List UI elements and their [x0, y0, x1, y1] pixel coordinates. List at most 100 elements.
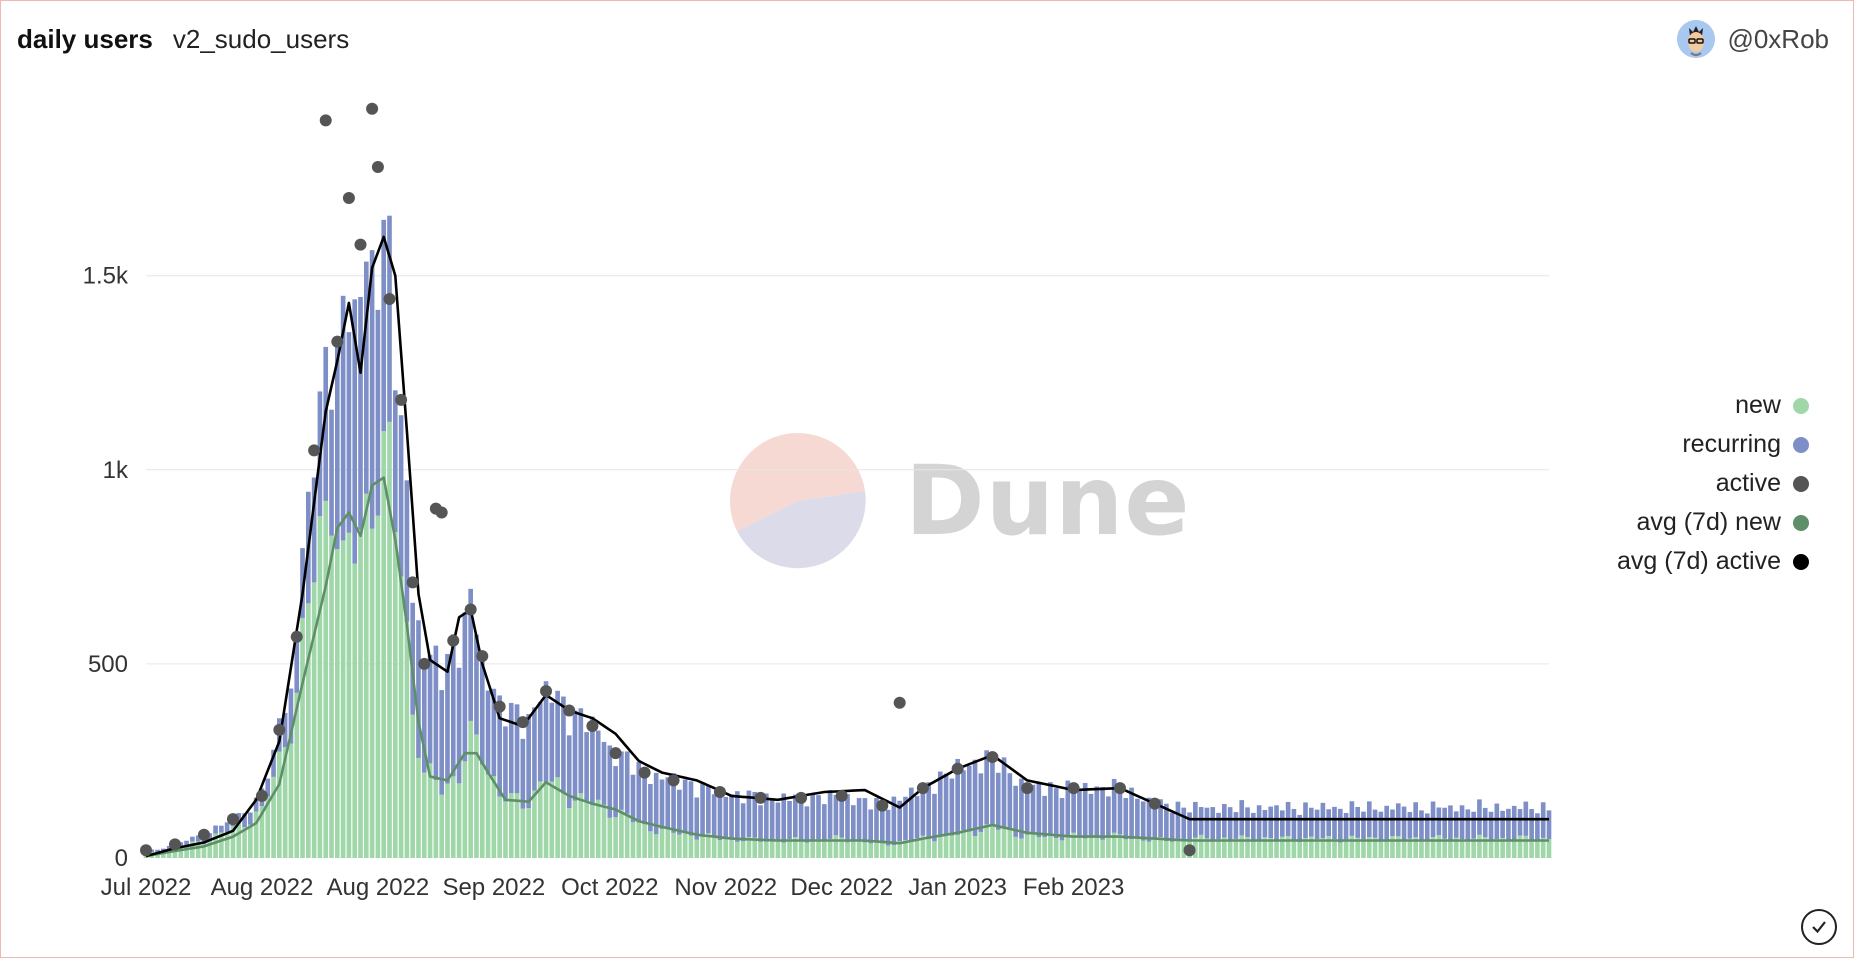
- bar-new: [1262, 837, 1268, 858]
- bar-recurring: [926, 782, 931, 840]
- bar-new: [1117, 834, 1123, 858]
- bar-recurring: [682, 779, 688, 833]
- bar-recurring: [1100, 786, 1105, 840]
- legend-item-avg-active[interactable]: avg (7d) active: [1617, 542, 1809, 581]
- bar-new: [230, 826, 236, 858]
- bar-new: [161, 851, 166, 858]
- bar-recurring: [885, 809, 891, 846]
- legend-swatch-avg-active: [1793, 553, 1809, 570]
- bar-recurring: [439, 690, 444, 795]
- check-icon[interactable]: [1801, 909, 1837, 945]
- legend-item-new[interactable]: new: [1735, 386, 1809, 425]
- bar-recurring: [508, 702, 514, 794]
- bar-recurring: [416, 620, 421, 758]
- bar-recurring: [1465, 809, 1471, 842]
- bar-new: [671, 832, 676, 858]
- bar-recurring: [1477, 799, 1482, 835]
- bar-recurring: [1181, 807, 1187, 839]
- bar-new: [468, 720, 473, 858]
- dot-active: [395, 393, 408, 406]
- bar-recurring: [474, 634, 479, 735]
- legend-item-avg-new[interactable]: avg (7d) new: [1636, 503, 1809, 542]
- bar-recurring: [1256, 805, 1262, 841]
- bar-recurring: [334, 345, 340, 550]
- bar-new: [1245, 836, 1250, 858]
- bar-new: [1337, 842, 1343, 858]
- dot-active: [835, 789, 848, 802]
- bar-recurring: [659, 779, 665, 829]
- bar-new: [862, 842, 868, 858]
- bar-recurring: [850, 805, 856, 842]
- legend-label-active: active: [1715, 469, 1781, 497]
- bar-new: [595, 799, 601, 858]
- bar-new: [1471, 838, 1476, 858]
- bar-recurring: [195, 835, 201, 842]
- bar-new: [1158, 837, 1163, 858]
- bar-recurring: [1106, 796, 1111, 838]
- bar-recurring: [271, 749, 276, 777]
- bar-new: [543, 783, 549, 858]
- bar-new: [410, 714, 416, 858]
- bar-recurring: [972, 759, 978, 837]
- bar-recurring: [758, 805, 763, 842]
- author-link[interactable]: @0xRob: [1677, 19, 1829, 59]
- bar-new: [485, 774, 491, 858]
- bar-new: [729, 838, 734, 858]
- bar-recurring: [532, 707, 537, 791]
- bar-recurring: [897, 800, 902, 842]
- bar-new: [236, 822, 242, 858]
- bar-new: [937, 836, 943, 858]
- bar-new: [300, 617, 305, 858]
- bar-recurring: [479, 657, 485, 765]
- bar-new: [816, 839, 821, 858]
- bar-new: [1436, 835, 1442, 858]
- x-tick-label: Sep 2022: [442, 874, 545, 901]
- bar-new: [1500, 837, 1505, 858]
- bar-recurring: [537, 702, 543, 782]
- bar-new: [184, 845, 189, 858]
- bar-new: [914, 838, 920, 858]
- bar-recurring: [1384, 805, 1389, 841]
- bar-new: [404, 621, 410, 858]
- bar-recurring: [1001, 757, 1007, 829]
- bar-new: [1164, 841, 1169, 858]
- bar-new: [578, 793, 584, 858]
- bar-recurring: [1251, 812, 1256, 842]
- bar-recurring: [932, 793, 937, 842]
- legend-item-active[interactable]: active: [1716, 464, 1809, 503]
- bar-new: [450, 776, 456, 858]
- bar-new: [636, 822, 642, 858]
- bar-recurring: [1401, 806, 1407, 840]
- bar-new: [1169, 841, 1175, 858]
- bar-new: [677, 834, 682, 858]
- bar-new: [1314, 839, 1320, 858]
- bar-new: [706, 833, 711, 858]
- bar-new: [1030, 833, 1036, 858]
- bar-recurring: [1077, 790, 1082, 837]
- bar-recurring: [375, 309, 381, 516]
- bar-recurring: [1500, 810, 1505, 838]
- dot-active: [540, 685, 553, 698]
- bar-recurring: [613, 766, 618, 818]
- bar-new: [1077, 836, 1082, 858]
- bar-recurring: [961, 770, 966, 831]
- bar-new: [288, 743, 294, 858]
- bar-new: [810, 839, 816, 858]
- legend-item-recurring[interactable]: recurring: [1682, 425, 1809, 464]
- bar-recurring: [746, 790, 752, 838]
- bar-new: [1332, 839, 1337, 858]
- bar-new: [943, 833, 949, 858]
- x-tick-label: Aug 2022: [211, 874, 314, 901]
- bar-recurring: [764, 793, 769, 842]
- bar-recurring: [1291, 808, 1297, 841]
- dot-active: [1021, 782, 1034, 795]
- bar-new: [1140, 840, 1146, 858]
- bar-new: [1216, 839, 1221, 858]
- bar-new: [590, 805, 595, 858]
- bar-new: [1001, 828, 1007, 858]
- bar-recurring: [323, 346, 329, 501]
- bar-new: [1007, 830, 1013, 858]
- bar-recurring: [155, 849, 160, 853]
- dot-active: [563, 704, 576, 717]
- bar-new: [1065, 836, 1071, 858]
